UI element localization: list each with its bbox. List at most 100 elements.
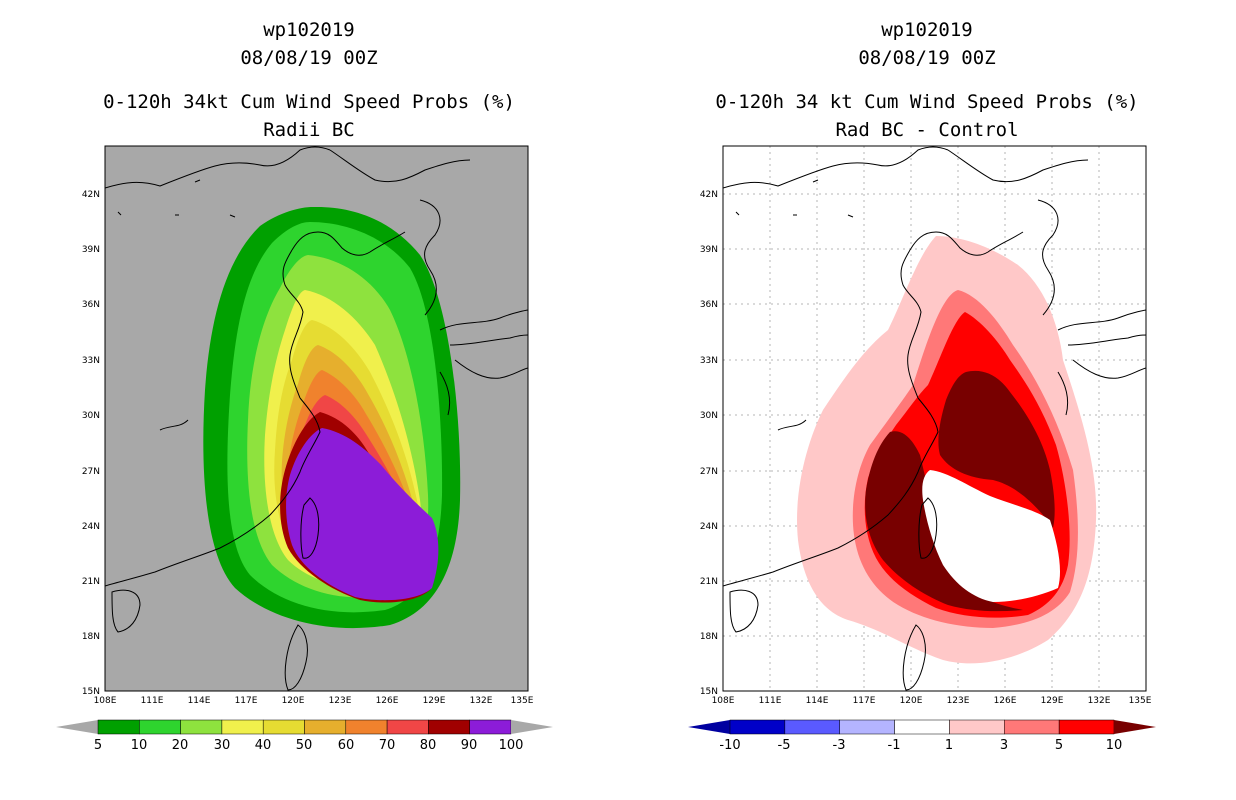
- colorbar: [688, 719, 1156, 735]
- difference-zero: [922, 470, 1061, 602]
- lat-label: 30N: [82, 411, 100, 421]
- colorbar: [56, 719, 553, 735]
- right-panel: wp102019 08/08/19 00Z 0-120h 34 kt Cum W…: [618, 0, 1236, 800]
- product-title: 0-120h 34 kt Cum Wind Speed Probs (%): [715, 91, 1139, 113]
- colorbar-label: 3: [1000, 738, 1008, 753]
- lat-label: 36N: [700, 300, 718, 310]
- colorbar-label: 30: [214, 738, 231, 753]
- lat-label: 27N: [700, 467, 718, 477]
- colorbar-label: 70: [379, 738, 396, 753]
- colorbar-label: 60: [338, 738, 355, 753]
- colorbar-label: -10: [719, 738, 740, 753]
- lon-label: 108E: [712, 696, 735, 706]
- lat-label: 30N: [700, 411, 718, 421]
- lon-label: 132E: [1088, 696, 1111, 706]
- lon-label: 126E: [994, 696, 1017, 706]
- lon-label: 114E: [806, 696, 829, 706]
- lon-label: 108E: [94, 696, 117, 706]
- colorbar-labels: 5 10 20 30 40 50 60 70 80 90 100: [94, 738, 524, 753]
- lat-axis: 15N 18N 21N 24N 27N 30N 33N 36N 39N 42N: [82, 190, 100, 697]
- lat-label: 36N: [82, 300, 100, 310]
- lon-label: 123E: [329, 696, 352, 706]
- datetime: 08/08/19 00Z: [240, 47, 378, 69]
- lat-label: 39N: [700, 245, 718, 255]
- colorbar-swatch: [1058, 719, 1115, 735]
- colorbar-swatch: [262, 719, 305, 735]
- lon-label: 129E: [423, 696, 446, 706]
- coastlines: [723, 146, 1146, 691]
- difference-contours: [797, 236, 1097, 664]
- lon-label: 111E: [759, 696, 782, 706]
- lon-label: 126E: [376, 696, 399, 706]
- lat-label: 21N: [700, 577, 718, 587]
- lon-label: 120E: [900, 696, 923, 706]
- colorbar-swatch: [428, 719, 470, 735]
- lon-label: 135E: [1129, 696, 1152, 706]
- subtitle: Radii BC: [263, 119, 355, 141]
- colorbar-swatch: [839, 719, 895, 735]
- lon-label: 117E: [853, 696, 876, 706]
- colorbar-label: -3: [833, 738, 846, 753]
- lat-label: 21N: [82, 577, 100, 587]
- colorbar-label: -5: [778, 738, 791, 753]
- colorbar-swatch: [894, 719, 950, 735]
- lat-label: 18N: [700, 632, 718, 642]
- datetime: 08/08/19 00Z: [858, 47, 996, 69]
- probability-contours: [203, 206, 461, 629]
- storm-id: wp102019: [881, 19, 973, 41]
- lon-axis: 108E 111E 114E 117E 120E 123E 126E 129E …: [712, 696, 1152, 706]
- lat-label: 39N: [82, 245, 100, 255]
- lat-axis: 15N 18N 21N 24N 27N 30N 33N 36N 39N 42N: [700, 190, 718, 697]
- colorbar-label: -1: [888, 738, 901, 753]
- product-title: 0-120h 34kt Cum Wind Speed Probs (%): [103, 91, 515, 113]
- lat-label: 42N: [700, 190, 718, 200]
- colorbar-swatch: [180, 719, 223, 735]
- colorbar-swatch: [139, 719, 181, 735]
- lat-label: 42N: [82, 190, 100, 200]
- colorbar-swatch: [1004, 719, 1060, 735]
- colorbar-swatch: [469, 719, 512, 735]
- colorbar-swatch: [221, 719, 264, 735]
- subtitle: Rad BC - Control: [835, 119, 1019, 141]
- colorbar-label: 40: [255, 738, 272, 753]
- map-svg-left: 15N 18N 21N 24N 27N 30N 33N 36N 39N 42N …: [56, 145, 553, 753]
- lat-label: 24N: [82, 522, 100, 532]
- contour-90: [286, 428, 439, 601]
- colorbar-label: 80: [420, 738, 437, 753]
- lat-label: 33N: [700, 356, 718, 366]
- colorbar-label: 90: [461, 738, 478, 753]
- colorbar-label: 50: [296, 738, 313, 753]
- colorbar-label: 10: [131, 738, 148, 753]
- colorbar-label: 10: [1106, 738, 1123, 753]
- colorbar-labels: -10 -5 -3 -1 1 3 5 10: [719, 738, 1122, 753]
- colorbar-swatch: [729, 719, 786, 735]
- colorbar-label: 20: [172, 738, 189, 753]
- lon-axis: 108E 111E 114E 117E 120E 123E 126E 129E …: [94, 696, 534, 706]
- lat-label: 33N: [82, 356, 100, 366]
- colorbar-swatch: [97, 719, 140, 735]
- left-panel: wp102019 08/08/19 00Z 0-120h 34kt Cum Wi…: [56, 19, 553, 753]
- lat-label: 15N: [700, 687, 718, 697]
- colorbar-swatch: [949, 719, 1005, 735]
- colorbar-under-triangle: [688, 720, 730, 734]
- colorbar-label: 5: [1055, 738, 1063, 753]
- lat-label: 18N: [82, 632, 100, 642]
- lon-label: 129E: [1041, 696, 1064, 706]
- lon-label: 120E: [282, 696, 305, 706]
- map-svg-right: 15N 18N 21N 24N 27N 30N 33N 36N 39N 42N …: [688, 145, 1156, 753]
- colorbar-swatch: [784, 719, 840, 735]
- lat-label: 27N: [82, 467, 100, 477]
- colorbar-label: 5: [94, 738, 102, 753]
- colorbar-label: 1: [945, 738, 953, 753]
- lon-label: 117E: [235, 696, 258, 706]
- colorbar-over-triangle: [511, 720, 553, 734]
- coastlines: [105, 146, 528, 691]
- lon-label: 135E: [511, 696, 534, 706]
- lon-label: 114E: [188, 696, 211, 706]
- contour-10-north: [938, 370, 1055, 528]
- lat-label: 15N: [82, 687, 100, 697]
- storm-id: wp102019: [263, 19, 355, 41]
- lon-label: 123E: [947, 696, 970, 706]
- colorbar-label: 100: [499, 738, 524, 753]
- lon-label: 111E: [141, 696, 164, 706]
